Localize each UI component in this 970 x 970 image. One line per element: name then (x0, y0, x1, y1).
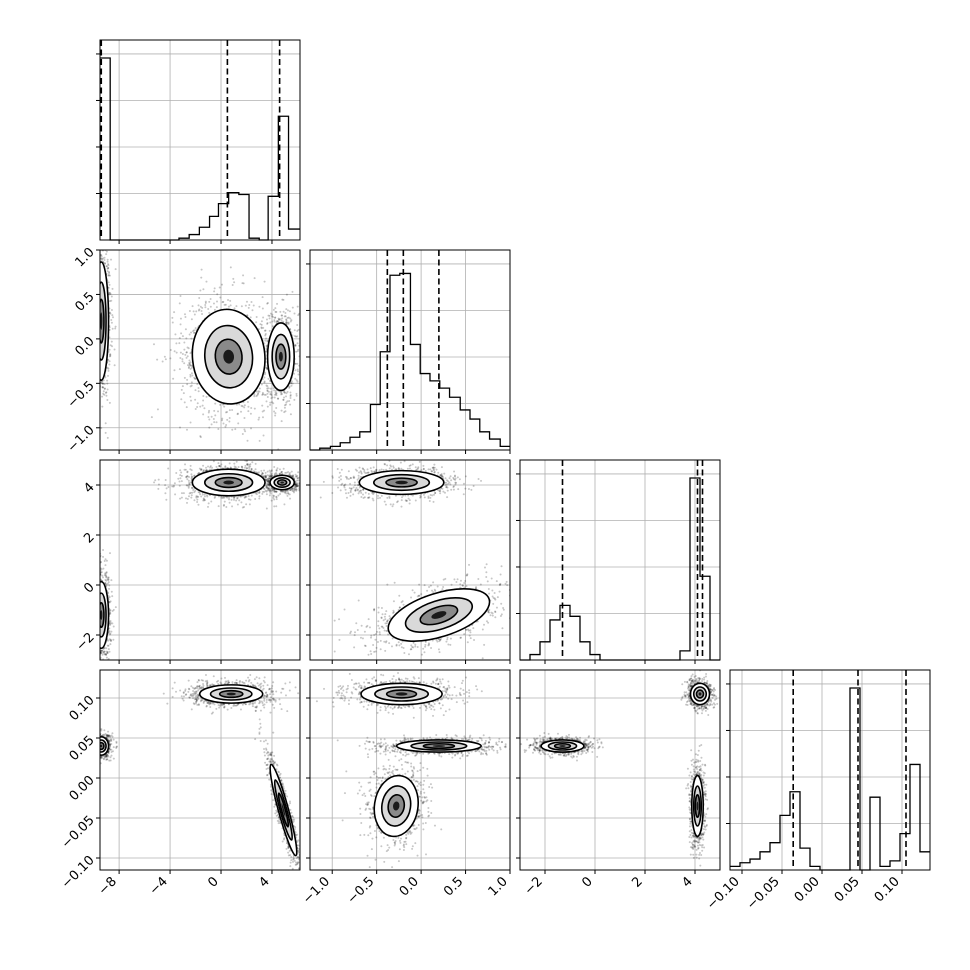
y-tick-label-3-2: 0.00 (67, 773, 98, 804)
panel-frame (309, 669, 511, 871)
contour-2-3-0-3 (698, 692, 702, 696)
x-tick-label-1-3: 0.5 (441, 874, 466, 899)
x-tick-label-0-2: 0 (205, 874, 221, 890)
y-tick-label-1-3: 0.5 (72, 289, 97, 314)
contour-0-1-0-3 (100, 312, 103, 330)
x-tick-label-3-4: 0.10 (872, 874, 903, 905)
contour-1-2-0-3 (395, 480, 408, 485)
y-tick-label-1-2: 0.0 (72, 334, 97, 359)
y-tick-label-3-3: 0.05 (67, 733, 98, 764)
histogram-panel-0 (96, 39, 301, 244)
contour-1-3-2-3 (392, 801, 400, 811)
y-tick-label-1-1: −0.5 (65, 378, 98, 411)
x-tick-label-1-2: 0.0 (397, 874, 422, 899)
x-tick-label-2-2: 2 (629, 874, 645, 890)
x-tick-label-2-0: −2 (522, 874, 546, 898)
x-tick-label-0-1: −4 (147, 874, 171, 898)
y-tick-label-3-1: −0.05 (59, 813, 98, 852)
y-tick-label-1-4: 1.0 (72, 245, 97, 270)
histogram-steps-3 (730, 687, 930, 871)
contour-0-1-2-3 (278, 351, 283, 362)
panel-frame (729, 669, 931, 871)
x-tick-label-3-3: 0.05 (832, 874, 863, 905)
contour-2-3-1-3 (559, 745, 566, 747)
panel-frame (99, 669, 301, 871)
x-tick-label-0-0: −8 (96, 874, 120, 898)
panel-frame (99, 249, 301, 451)
x-tick-label-0-3: 4 (256, 874, 272, 890)
x-tick-label-2-1: 0 (579, 874, 595, 890)
panel-frame (519, 669, 721, 871)
contour-1-3-1-3 (432, 745, 446, 747)
histogram-steps-0 (100, 57, 300, 241)
y-tick-label-2-1: 0 (81, 580, 97, 596)
x-tick-label-1-4: 1.0 (486, 874, 511, 899)
y-tick-label-2-2: 2 (81, 530, 97, 546)
scatter-panel-2-3 (516, 669, 721, 874)
y-tick-label-3-4: 0.10 (67, 693, 98, 724)
histogram-steps-2 (520, 477, 720, 661)
contour-0-2-1-3 (223, 480, 235, 485)
contour-0-2-0-3 (100, 610, 103, 620)
x-tick-label-3-0: −0.10 (704, 874, 743, 913)
x-tick-label-1-0: −1.0 (300, 874, 333, 907)
panel-frame (99, 459, 301, 661)
contour-0-3-2-3 (281, 803, 286, 817)
contour-0-3-1-3 (226, 692, 236, 696)
scatter-panel-1-2 (306, 459, 511, 664)
y-tick-label-1-0: −1.0 (65, 423, 98, 456)
x-tick-label-3-2: 0.00 (792, 874, 823, 905)
scatter-panel-0-1 (96, 249, 301, 454)
x-tick-label-3-1: −0.05 (744, 874, 783, 913)
histogram-panel-1 (306, 249, 511, 454)
scatter-panel-1-3 (306, 669, 511, 874)
panel-frame (99, 39, 301, 241)
y-tick-label-2-0: −2 (73, 630, 97, 654)
y-tick-label-3-0: −0.10 (59, 853, 98, 892)
contour-0-3-0-3 (100, 744, 103, 748)
contour-1-3-0-3 (395, 692, 408, 696)
histogram-panel-2 (516, 459, 721, 664)
scatter-panel-0-3 (96, 669, 301, 874)
x-tick-label-2-3: 4 (679, 874, 695, 890)
panel-frame (309, 459, 511, 661)
contour-0-2-2-3 (280, 481, 284, 484)
scatter-points-2-3 (520, 670, 720, 867)
contour-0-1-1-3 (223, 349, 235, 364)
histogram-panel-3 (726, 669, 931, 874)
contour-2-3-2-3 (696, 801, 699, 811)
panel-frame (309, 249, 511, 451)
scatter-panel-0-2 (96, 459, 301, 664)
x-tick-label-1-1: −0.5 (345, 874, 378, 907)
y-tick-label-2-3: 4 (81, 480, 97, 496)
panel-frame (519, 459, 721, 661)
histogram-steps-1 (310, 272, 510, 451)
